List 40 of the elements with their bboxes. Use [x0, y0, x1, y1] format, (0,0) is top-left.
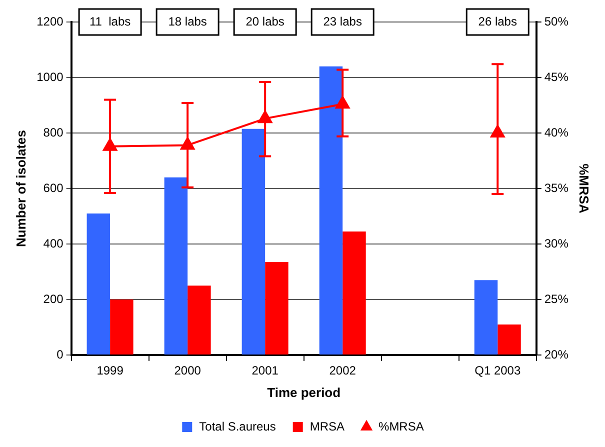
bar — [164, 177, 188, 354]
y2-tick-label: 20% — [544, 347, 569, 362]
bar — [474, 280, 498, 354]
y-tick-label: 1000 — [36, 70, 64, 84]
y2-tick-label: 25% — [544, 292, 569, 306]
annotation: 26 labs — [478, 14, 517, 28]
y2-axis-title: %MRSA — [576, 164, 592, 214]
x-tick-label: 2002 — [329, 364, 356, 378]
x-axis-title: Time period — [267, 384, 341, 400]
bar — [498, 324, 521, 354]
y-tick-label: 600 — [43, 180, 64, 195]
legend-label: MRSA — [310, 419, 345, 434]
x-tick-label: 2001 — [252, 364, 279, 378]
y-tick-label: 0 — [56, 347, 64, 362]
y2-tick-label: 45% — [544, 70, 569, 84]
bar — [319, 66, 343, 354]
y2-tick-label: 50% — [544, 14, 569, 28]
bar — [242, 128, 266, 354]
legend-label: %MRSA — [378, 419, 424, 434]
legend-label: Total S.aureus — [199, 419, 276, 434]
y-axis-title: Number of isolates — [13, 130, 28, 248]
x-tick-label: 1999 — [96, 364, 124, 378]
bar — [86, 213, 110, 354]
annotation: 18 labs — [168, 14, 207, 28]
bar — [188, 286, 211, 354]
x-tick-label: 2000 — [174, 364, 202, 378]
annotation: 11 labs — [89, 14, 131, 28]
y-tick-label: 400 — [43, 236, 64, 250]
y2-tick-label: 30% — [544, 236, 569, 250]
y-tick-label: 800 — [43, 125, 64, 140]
bar — [265, 262, 288, 354]
x-tick-label: Q1 2003 — [474, 364, 521, 378]
bar — [342, 232, 366, 354]
bar — [110, 300, 134, 354]
y2-tick-label: 40% — [544, 125, 569, 140]
y2-tick-label: 35% — [544, 180, 569, 195]
y-tick-label: 1200 — [36, 14, 64, 28]
y-tick-label: 200 — [43, 292, 64, 306]
annotation: 23 labs — [323, 14, 362, 28]
annotation: 20 labs — [246, 14, 284, 28]
